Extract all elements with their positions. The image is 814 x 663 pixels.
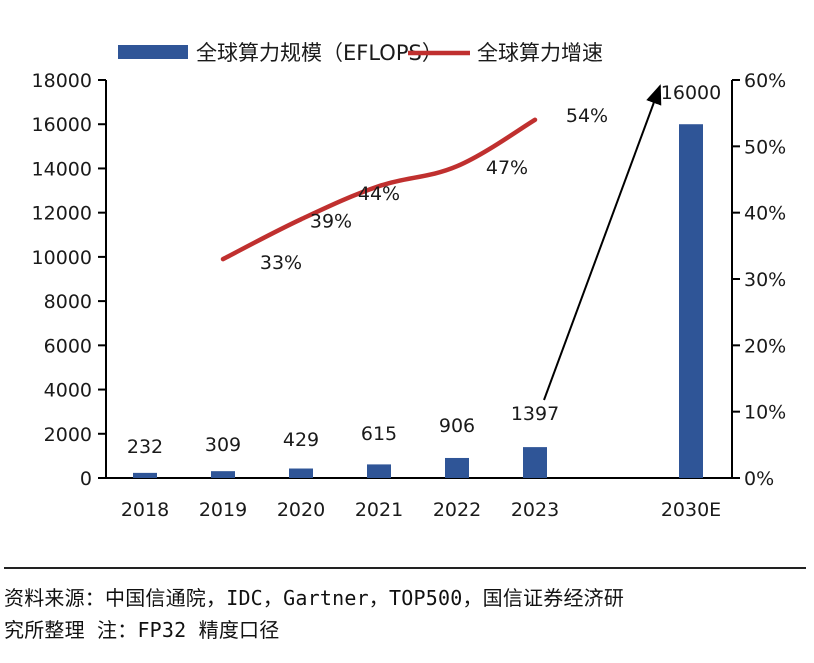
- annotation-arrow: [543, 84, 662, 401]
- x-tick-label: 2019: [199, 499, 247, 521]
- bar-value-label: 309: [205, 434, 241, 456]
- bar-value-label: 232: [127, 436, 163, 458]
- left-tick-label: 14000: [32, 158, 92, 180]
- right-tick-label: 10%: [744, 402, 786, 424]
- left-tick-label: 0: [80, 468, 92, 490]
- left-tick-label: 6000: [44, 335, 92, 357]
- right-tick-label: 0%: [744, 468, 774, 490]
- x-tick-label: 2018: [121, 499, 169, 521]
- divider: [4, 567, 806, 569]
- growth-value-label: 47%: [486, 157, 528, 179]
- bar: [133, 472, 157, 478]
- growth-value-label: 33%: [260, 252, 302, 274]
- left-tick-label: 18000: [32, 70, 92, 92]
- bar-value-label: 906: [439, 415, 475, 437]
- source-line-1: 资料来源：中国信通院，IDC，Gartner，TOP500，国信证券经济研: [4, 586, 625, 610]
- right-tick-label: 50%: [744, 136, 786, 158]
- growth-value-label: 54%: [566, 105, 608, 127]
- bar-value-label: 429: [283, 429, 319, 451]
- growth-value-label: 39%: [310, 210, 352, 232]
- legend-bar-swatch: [118, 45, 188, 59]
- source-note: 资料来源：中国信通院，IDC，Gartner，TOP500，国信证券经济研 究所…: [4, 582, 810, 646]
- growth-line: [220, 117, 538, 262]
- left-tick-label: 12000: [32, 203, 92, 225]
- bar-value-label: 16000: [661, 82, 721, 104]
- growth-value-label: 44%: [358, 183, 400, 205]
- chart: 全球算力规模（EFLOPS） 全球算力增速 0 2000 4000 6000 8000 1…: [32, 41, 787, 521]
- arrow-line: [543, 84, 662, 401]
- right-tick-label: 40%: [744, 203, 786, 225]
- source-line-2: 究所整理 注：FP32 精度口径: [4, 618, 280, 642]
- legend: 全球算力规模（EFLOPS） 全球算力增速: [118, 41, 603, 65]
- x-tick-label: 2030E: [661, 499, 721, 521]
- left-tick-label: 8000: [44, 291, 92, 313]
- data-labels: 232 309 429 615 906 1397 16000 33% 39% 44% 47% 54%: [127, 82, 721, 458]
- left-tick-label: 2000: [44, 424, 92, 446]
- legend-bar-label: 全球算力规模（EFLOPS）: [196, 41, 443, 65]
- right-tick-label: 30%: [744, 269, 786, 291]
- bar-value-label: 615: [361, 423, 397, 445]
- line-series: [220, 117, 538, 262]
- left-tick-label: 10000: [32, 247, 92, 269]
- bar: [679, 124, 703, 478]
- bar: [367, 464, 391, 478]
- right-tick-label: 20%: [744, 335, 786, 357]
- legend-line-label: 全球算力增速: [477, 41, 603, 65]
- bar: [289, 468, 313, 478]
- x-tick-label: 2022: [433, 499, 481, 521]
- x-tick-label: 2020: [277, 499, 325, 521]
- right-tick-label: 60%: [744, 70, 786, 92]
- bar: [211, 471, 235, 478]
- x-tick-label: 2023: [511, 499, 559, 521]
- bar: [445, 457, 469, 478]
- x-tick-label: 2021: [355, 499, 403, 521]
- bar-series: [133, 124, 703, 478]
- left-tick-label: 16000: [32, 114, 92, 136]
- bar-value-label: 1397: [511, 403, 559, 425]
- left-tick-label: 4000: [44, 380, 92, 402]
- bar: [523, 447, 547, 478]
- axes: 0 2000 4000 6000 8000 10000 12000 14000 16000 180…: [32, 70, 787, 521]
